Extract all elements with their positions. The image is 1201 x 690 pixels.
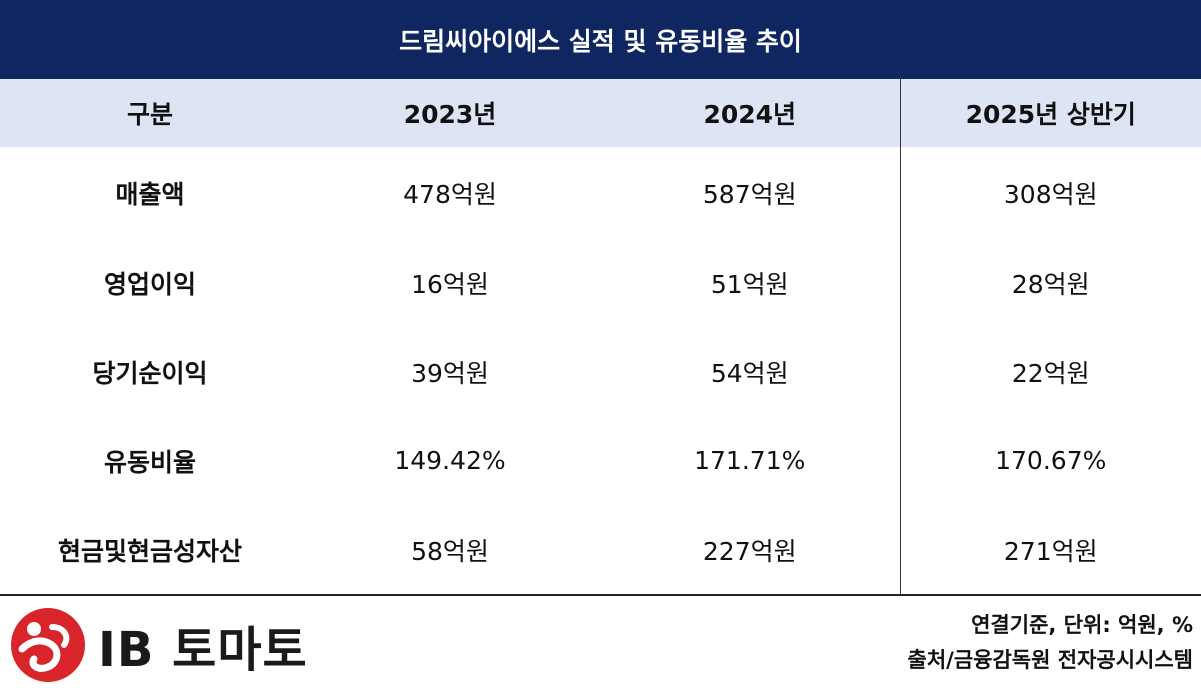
logo-text: IB 토마토	[98, 622, 308, 678]
cell-2023: 478억원	[403, 179, 497, 209]
row-label: 영업이익	[103, 269, 196, 299]
row-label: 매출액	[115, 179, 185, 209]
cell-2024: 227억원	[600, 505, 900, 596]
header-2025-h1: 2025년 상반기	[899, 79, 1201, 147]
cell-2024: 171.71%	[694, 446, 806, 475]
source-note: 출처/금융감독원 전자공시시스템	[907, 648, 1193, 672]
cell-2025-h1: 28억원	[899, 238, 1201, 327]
row-label: 현금및현금성자산	[0, 505, 300, 596]
header-2024: 2024년	[600, 79, 900, 147]
cell-2024: 54억원	[710, 358, 789, 388]
row-label: 유동비율	[103, 447, 196, 477]
table-row: 당기순이익 39억원 54억원 22억원	[0, 327, 1201, 416]
table-row: 현금및현금성자산 58억원 227억원 271억원	[0, 505, 1201, 596]
table-row: 유동비율 149.42% 171.71% 170.67%	[0, 416, 1201, 505]
cell-2024: 587억원	[702, 179, 797, 209]
cell-2025-h1: 308억원	[899, 147, 1201, 238]
cell-2025-h1: 271억원	[899, 505, 1201, 596]
cell-2023: 58억원	[300, 505, 600, 596]
tomato-logo-icon	[11, 608, 85, 682]
basis-note: 연결기준, 단위: 억원, %	[971, 613, 1193, 637]
table-row: 매출액 478억원 587억원 308억원	[0, 147, 1201, 238]
row-label: 당기순이익	[92, 358, 208, 388]
performance-table: 구분 2023년 2024년 2025년 상반기 매출액 478억원 587억원…	[0, 79, 1201, 596]
footnotes: 연결기준, 단위: 억원, % 출처/금융감독원 전자공시시스템	[908, 608, 1193, 678]
header-row: 구분 2023년 2024년 2025년 상반기	[0, 79, 1201, 147]
cell-2023: 149.42%	[394, 446, 506, 475]
cell-2025-h1: 22억원	[899, 327, 1201, 416]
table-row: 영업이익 16억원 51억원 28억원	[0, 238, 1201, 327]
cell-2023: 39억원	[411, 358, 489, 388]
table-title: 드림씨아이에스 실적 및 유동비율 추이	[0, 0, 1201, 79]
cell-2023: 16억원	[411, 269, 489, 299]
header-2023: 2023년	[300, 79, 600, 147]
cell-2025-h1: 170.67%	[899, 416, 1201, 505]
header-category: 구분	[0, 79, 300, 147]
cell-2024: 51억원	[710, 269, 789, 299]
ib-tomato-logo: IB 토마토	[8, 606, 308, 684]
